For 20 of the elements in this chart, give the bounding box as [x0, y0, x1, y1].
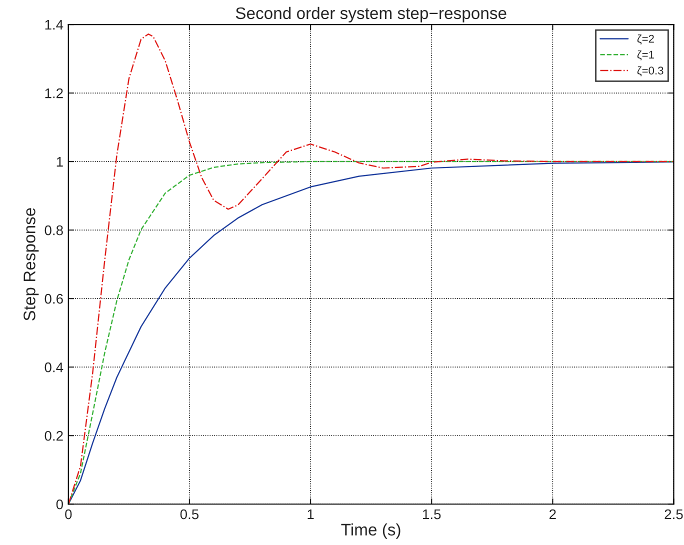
x-tick-label: 2 — [550, 509, 556, 520]
x-axis-title: Time (s) — [341, 523, 400, 539]
y-tick-label: 0 — [56, 499, 63, 510]
chart-title: Second order system step−response — [236, 6, 506, 22]
x-tick-label: 1 — [308, 509, 314, 520]
y-tick-label: 1.4 — [45, 20, 64, 30]
y-tick-label: 0.2 — [44, 430, 63, 441]
x-tick-label: 0.5 — [180, 509, 199, 520]
x-tick-label: 2.5 — [664, 509, 683, 520]
y-tick-label: 0.8 — [44, 225, 63, 236]
y-axis-title: Step Response — [24, 208, 39, 321]
y-tick-label: 0.6 — [44, 294, 63, 304]
legend-label: ζ=2 — [637, 34, 654, 44]
x-tick-label: 0 — [65, 509, 72, 520]
y-tick-label: 1.2 — [45, 88, 63, 98]
legend-label: ζ=0.3 — [637, 66, 664, 76]
x-tick-label: 1.5 — [423, 509, 441, 520]
y-tick-label: 0.4 — [44, 362, 64, 372]
y-tick-label: 1 — [56, 157, 63, 167]
legend-label: ζ=1 — [637, 50, 654, 60]
